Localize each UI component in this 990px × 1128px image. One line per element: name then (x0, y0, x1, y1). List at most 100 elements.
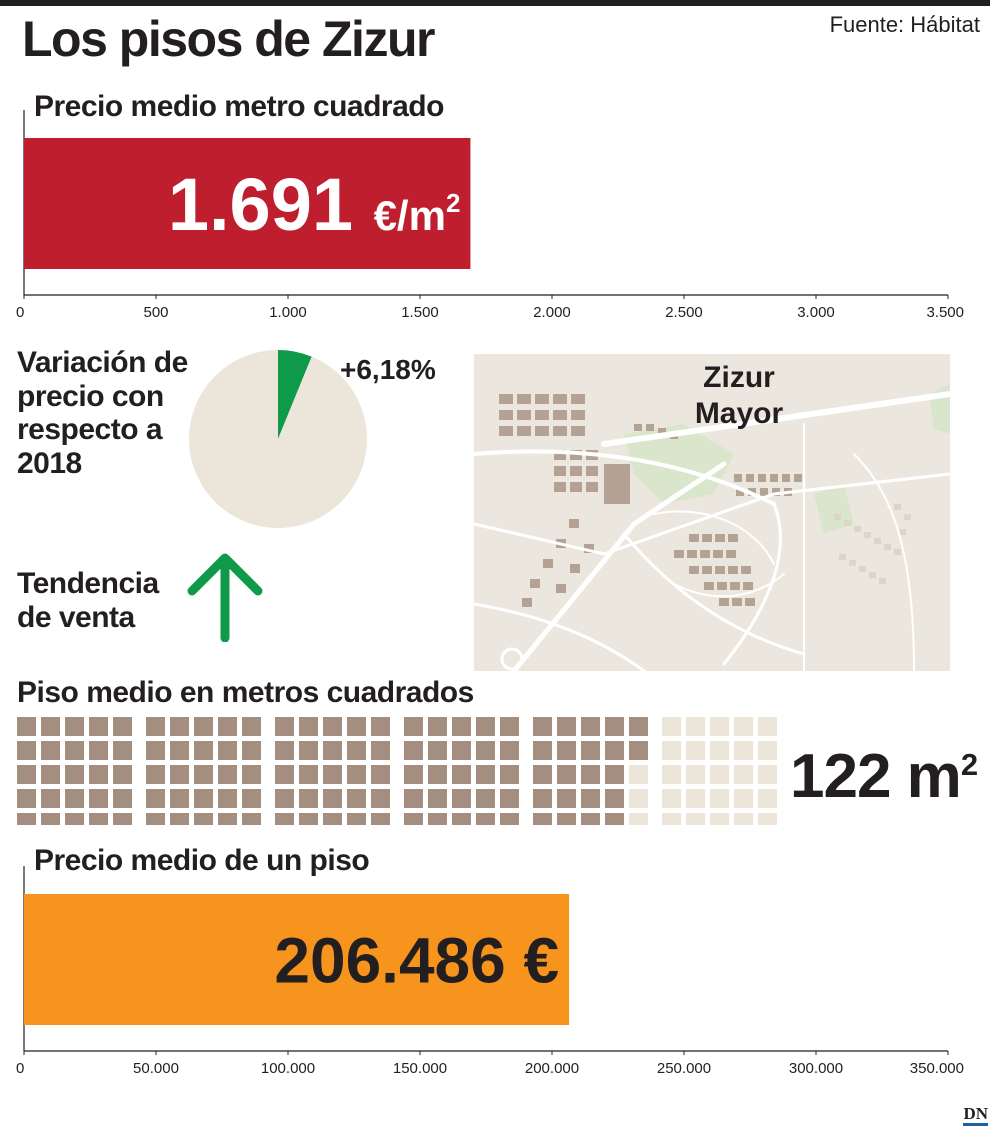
waffle-square-filled (452, 789, 471, 808)
waffle-square-filled (323, 813, 342, 825)
waffle-square-filled (404, 813, 423, 825)
dn-logo: DN (963, 1105, 988, 1126)
waffle-square-filled (65, 765, 84, 784)
waffle-square-empty (662, 765, 681, 784)
waffle-square-empty (686, 741, 705, 760)
waffle-square-filled (113, 765, 132, 784)
waffle-square-filled (581, 789, 600, 808)
waffle-square-filled (89, 717, 108, 736)
waffle-square-filled (299, 717, 318, 736)
price-m2-x-tick-label: 2.000 (533, 304, 571, 321)
waffle-square-filled (371, 717, 390, 736)
waffle-square-filled (404, 717, 423, 736)
waffle-square-empty (686, 717, 705, 736)
waffle-square-empty (686, 789, 705, 808)
price-m2-bar (24, 138, 471, 269)
waffle-square-filled (323, 741, 342, 760)
waffle-square-filled (323, 765, 342, 784)
variation-heading-line: 2018 (17, 446, 82, 480)
waffle-square-empty (662, 717, 681, 736)
waffle-square-filled (17, 765, 36, 784)
waffle-square-filled (194, 765, 213, 784)
waffle-square-filled (605, 741, 624, 760)
waffle-square-filled (194, 717, 213, 736)
waffle-square-empty (629, 813, 648, 825)
waffle-square-empty (686, 813, 705, 825)
waffle-square-filled (557, 741, 576, 760)
pie-slice-increase (278, 350, 312, 439)
waffle-square-filled (89, 741, 108, 760)
waffle-square-filled (557, 717, 576, 736)
price-m2-bar-chart: 1.691 €/m2 0 500 1.000 1.500 2.000 2.500 3.000 3… (16, 110, 964, 321)
waffle-square-filled (242, 813, 261, 825)
price-m2-x-tick-label: 3.500 (926, 304, 964, 321)
waffle-square-filled (605, 789, 624, 808)
waffle-square-filled (194, 789, 213, 808)
zizur-map: Zizur Mayor (474, 354, 950, 671)
waffle-square-filled (452, 741, 471, 760)
waffle-square-filled (533, 813, 552, 825)
waffle-square-filled (404, 789, 423, 808)
waffle-square-filled (41, 813, 60, 825)
price-m2-x-tick-label: 2.500 (665, 304, 703, 321)
waffle-square-filled (500, 789, 519, 808)
waffle-square-filled (194, 813, 213, 825)
map-label-line: Mayor (694, 397, 784, 430)
area-value-number: 122 m (790, 742, 962, 811)
waffle-square-filled (170, 717, 189, 736)
waffle-square-empty (758, 765, 777, 784)
house-price-bar-value-number: 206.486 € (274, 925, 559, 997)
waffle-square-filled (371, 789, 390, 808)
waffle-square-empty (710, 765, 729, 784)
page-title: Los pisos de Zizur (22, 11, 435, 67)
waffle-square-filled (581, 717, 600, 736)
house-price-bar-value-label: 206.486 € (274, 925, 559, 997)
waffle-square-filled (242, 717, 261, 736)
waffle-square-filled (629, 717, 648, 736)
waffle-square-filled (170, 813, 189, 825)
house-price-x-tick-label: 350.000 (910, 1060, 964, 1077)
waffle-square-filled (500, 717, 519, 736)
waffle-square-empty (758, 789, 777, 808)
waffle-square-empty (734, 717, 753, 736)
waffle-square-filled (476, 789, 495, 808)
waffle-square-filled (557, 813, 576, 825)
waffle-square-empty (662, 741, 681, 760)
variation-pie-chart (189, 350, 367, 528)
waffle-square-filled (113, 789, 132, 808)
waffle-square-empty (758, 741, 777, 760)
price-m2-bar-unit-sup: 2 (446, 188, 460, 218)
house-price-x-tick-label: 200.000 (525, 1060, 579, 1077)
house-price-bar-chart: 206.486 € 0 50.000 100.000 150.000 200.000 250… (16, 866, 964, 1077)
waffle-square-empty (662, 813, 681, 825)
waffle-square-filled (605, 765, 624, 784)
waffle-square-filled (41, 717, 60, 736)
trend-heading: Tendencia de venta (17, 567, 159, 634)
waffle-square-filled (605, 813, 624, 825)
price-m2-bar-value-number: 1.691 (168, 163, 374, 246)
waffle-square-empty (734, 789, 753, 808)
waffle-square-filled (218, 789, 237, 808)
waffle-square-filled (113, 717, 132, 736)
waffle-square-filled (218, 813, 237, 825)
area-value: 122 m2 (790, 746, 978, 808)
waffle-square-filled (452, 717, 471, 736)
variation-pie-label: +6,18% (340, 354, 436, 385)
price-m2-x-tick-label: 1.000 (269, 304, 307, 321)
waffle-square-filled (146, 813, 165, 825)
waffle-square-empty (710, 717, 729, 736)
waffle-square-filled (41, 741, 60, 760)
waffle-square-filled (275, 765, 294, 784)
waffle-square-filled (476, 765, 495, 784)
waffle-square-empty (662, 789, 681, 808)
waffle-square-filled (428, 741, 447, 760)
waffle-square-filled (347, 813, 366, 825)
waffle-square-filled (113, 741, 132, 760)
price-m2-bar-value-label: 1.691 €/m2 (168, 163, 461, 246)
waffle-square-filled (89, 765, 108, 784)
house-price-x-tick-label: 50.000 (133, 1060, 179, 1077)
waffle-square-filled (146, 717, 165, 736)
waffle-square-filled (404, 741, 423, 760)
waffle-square-empty (710, 741, 729, 760)
waffle-square-filled (476, 813, 495, 825)
